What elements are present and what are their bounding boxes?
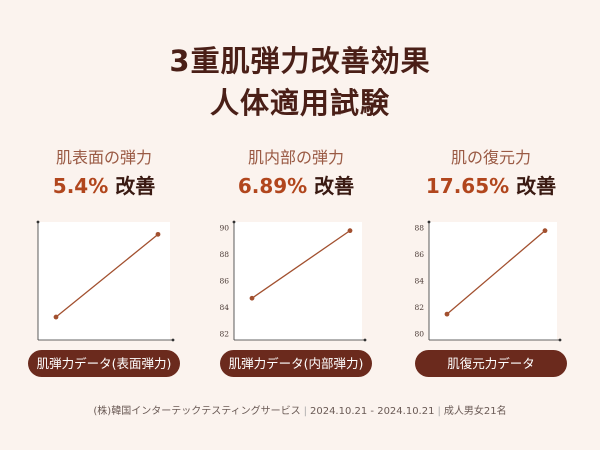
y-tick-label: 82 xyxy=(414,303,424,312)
improvement-suffix: 改善 xyxy=(307,174,355,198)
y-tick-label: 90 xyxy=(219,224,229,233)
footer-dates: 2024.10.21 - 2024.10.21 xyxy=(309,406,435,417)
chart-caption-pill: 肌弾力データ(内部弾力) xyxy=(220,350,372,377)
improvement-percent: 6.89% xyxy=(237,174,308,198)
y-axis-end-dot xyxy=(427,220,431,224)
panel-surface-elasticity: 肌表面の弾力 5.4% 改善 肌弾力データ(表面弾力) xyxy=(10,0,198,450)
y-tick-label: 88 xyxy=(414,224,424,233)
improvement-suffix: 改善 xyxy=(108,174,156,198)
data-point xyxy=(444,311,450,317)
y-tick-label: 86 xyxy=(219,277,229,286)
panel-label: 肌内部の弾力 xyxy=(247,148,344,167)
y-axis-end-dot xyxy=(36,220,40,224)
chart-internal: 82 84 86 88 90 xyxy=(219,220,367,342)
y-tick-label: 84 xyxy=(219,303,229,312)
improvement-percent: 17.65% xyxy=(425,174,510,198)
data-point xyxy=(155,231,161,237)
data-point xyxy=(53,314,59,320)
page-subtitle: 人体適用試験 xyxy=(209,86,390,120)
footer-note: (株)韓国インターテックテスティングサービス | 2024.10.21 - 2024… xyxy=(0,402,600,417)
panel-value: 5.4% 改善 xyxy=(10,170,198,199)
footer-source: (株)韓国インターテックテスティングサービス xyxy=(93,406,301,417)
plot-area xyxy=(38,222,170,340)
y-tick-label: 88 xyxy=(219,250,229,259)
x-axis-end-dot xyxy=(171,338,175,342)
data-point xyxy=(542,228,548,234)
y-tick-label: 84 xyxy=(414,277,424,286)
footer-subjects: 成人男女21名 xyxy=(443,406,507,417)
y-tick-label: 86 xyxy=(414,250,424,259)
data-point xyxy=(347,228,353,234)
footer-separator: | xyxy=(303,406,307,417)
chart-caption-pill: 肌弾力データ(表面弾力) xyxy=(28,350,180,377)
plot-area xyxy=(429,222,557,340)
footer-separator: | xyxy=(437,406,441,417)
panel-label: 肌の復元力 xyxy=(450,148,531,167)
x-axis-end-dot xyxy=(558,338,562,342)
series-line xyxy=(446,230,546,315)
data-point xyxy=(249,295,255,301)
y-tick-label: 82 xyxy=(219,330,229,339)
page-title: 3重肌弾力改善効果 xyxy=(169,44,431,78)
panel-recovery: 肌の復元力 17.65% 改善 80 82 84 86 88 肌復元力データ xyxy=(397,0,585,450)
chart-caption-pill: 肌復元力データ xyxy=(415,350,567,377)
improvement-suffix: 改善 xyxy=(509,174,557,198)
y-tick-label: 80 xyxy=(414,330,424,339)
improvement-percent: 5.4% xyxy=(52,174,109,198)
x-axis-end-dot xyxy=(363,338,367,342)
panel-value: 6.89% 改善 xyxy=(202,170,390,199)
plot-area xyxy=(234,222,362,340)
series-line xyxy=(251,230,351,299)
panel-internal-elasticity: 肌内部の弾力 6.89% 改善 82 84 86 88 90 肌弾力データ(内部弾力) xyxy=(202,0,390,450)
chart-surface xyxy=(36,220,175,342)
series-line xyxy=(55,233,159,318)
y-axis-end-dot xyxy=(232,220,236,224)
chart-recovery: 80 82 84 86 88 xyxy=(414,220,562,342)
panel-label: 肌表面の弾力 xyxy=(55,148,152,167)
panel-value: 17.65% 改善 xyxy=(397,170,585,199)
